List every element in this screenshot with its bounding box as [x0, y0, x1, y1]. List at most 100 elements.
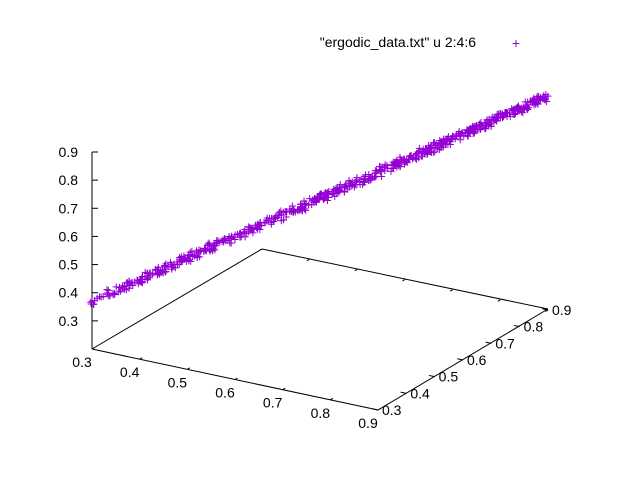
data-point	[477, 119, 485, 127]
data-point	[321, 190, 329, 198]
data-point	[144, 276, 152, 284]
y-axis-tick-label: 0.3	[382, 402, 402, 418]
data-point	[104, 286, 112, 294]
data-point	[430, 139, 438, 147]
data-point	[330, 185, 338, 193]
z-axis-tick-label: 0.5	[59, 257, 79, 273]
data-point	[510, 110, 518, 118]
data-point	[415, 154, 423, 162]
data-point	[375, 163, 383, 171]
axis-tick-labels: 0.30.40.50.60.70.80.90.30.40.50.60.70.80…	[59, 144, 572, 431]
y-axis-tick-label: 0.4	[410, 385, 430, 401]
y-axis-tick-label: 0.8	[524, 319, 544, 335]
data-point	[103, 286, 111, 294]
y-axis-tick-label: 0.7	[495, 335, 515, 351]
data-point	[348, 181, 356, 189]
base-left-edge	[91, 248, 263, 350]
data-point	[290, 207, 298, 215]
x-axis-tick-back	[497, 299, 501, 302]
y-axis-tick	[485, 341, 492, 344]
data-point	[161, 268, 169, 276]
data-point	[297, 206, 305, 214]
data-point	[267, 220, 275, 228]
data-point	[503, 109, 511, 117]
data-point	[161, 262, 169, 270]
data-point	[246, 224, 254, 232]
data-point	[469, 130, 477, 138]
y-axis-tick-label: 0.9	[552, 302, 572, 318]
x-axis-tick-back	[449, 289, 453, 292]
data-point	[371, 173, 379, 181]
x-axis-tick-label: 0.3	[72, 354, 92, 370]
data-point	[212, 242, 220, 250]
data-point	[91, 296, 99, 304]
y-axis-tick	[513, 324, 520, 328]
data-point	[109, 291, 117, 299]
data-point	[237, 233, 245, 241]
data-point	[487, 121, 495, 129]
data-point	[342, 182, 350, 190]
data-point	[221, 237, 229, 245]
legend-label: "ergodic_data.txt" u 2:4:6	[320, 34, 476, 50]
data-point	[366, 177, 374, 185]
y-axis-tick	[400, 391, 407, 394]
z-axis-tick-label: 0.7	[59, 200, 79, 216]
data-point	[324, 196, 332, 204]
data-point	[281, 208, 289, 216]
x-axis-tick-label: 0.6	[215, 385, 235, 401]
data-point	[319, 194, 327, 202]
y-axis-tick	[372, 408, 379, 411]
data-point	[209, 247, 217, 255]
data-point	[498, 114, 506, 122]
data-point	[279, 216, 287, 224]
data-point	[245, 223, 253, 231]
data-point	[426, 143, 434, 151]
y-axis-tick	[457, 358, 464, 361]
data-point	[185, 257, 193, 265]
data-point	[243, 229, 251, 237]
x-axis-tick	[139, 357, 143, 360]
data-point	[360, 178, 368, 186]
data-point	[275, 210, 283, 218]
data-point	[308, 201, 316, 209]
data-point	[317, 191, 325, 199]
data-point	[188, 247, 196, 255]
data-point	[138, 274, 146, 282]
data-point	[249, 229, 257, 237]
data-point	[391, 158, 399, 166]
data-point	[361, 175, 369, 183]
data-point	[138, 273, 146, 281]
data-point	[439, 141, 447, 149]
data-point	[143, 270, 151, 278]
data-point	[476, 122, 484, 130]
x-axis-tick-label: 0.8	[311, 405, 331, 421]
x-axis-tick-back	[402, 279, 406, 282]
data-point	[186, 248, 194, 256]
data-point	[512, 104, 520, 112]
data-point	[470, 124, 478, 132]
data-point	[345, 177, 353, 185]
data-point	[367, 175, 375, 183]
data-point	[324, 193, 332, 201]
data-point	[431, 148, 439, 156]
data-point	[451, 135, 459, 143]
data-point	[541, 96, 549, 104]
data-point	[377, 165, 385, 173]
z-axis-tick-label: 0.6	[59, 228, 79, 244]
data-point	[530, 97, 538, 105]
data-point	[390, 164, 398, 172]
data-point	[106, 292, 114, 300]
data-point	[227, 234, 235, 242]
axis-ticks	[91, 151, 549, 411]
data-point	[175, 261, 183, 269]
data-point	[180, 252, 188, 260]
data-point	[466, 125, 474, 133]
data-point	[384, 165, 392, 173]
data-point	[236, 231, 244, 239]
data-point	[483, 122, 491, 130]
data-point	[289, 208, 297, 216]
data-point	[400, 156, 408, 164]
data-point	[240, 229, 248, 237]
x-axis-tick	[330, 397, 334, 401]
legend-marker: +	[512, 35, 520, 51]
